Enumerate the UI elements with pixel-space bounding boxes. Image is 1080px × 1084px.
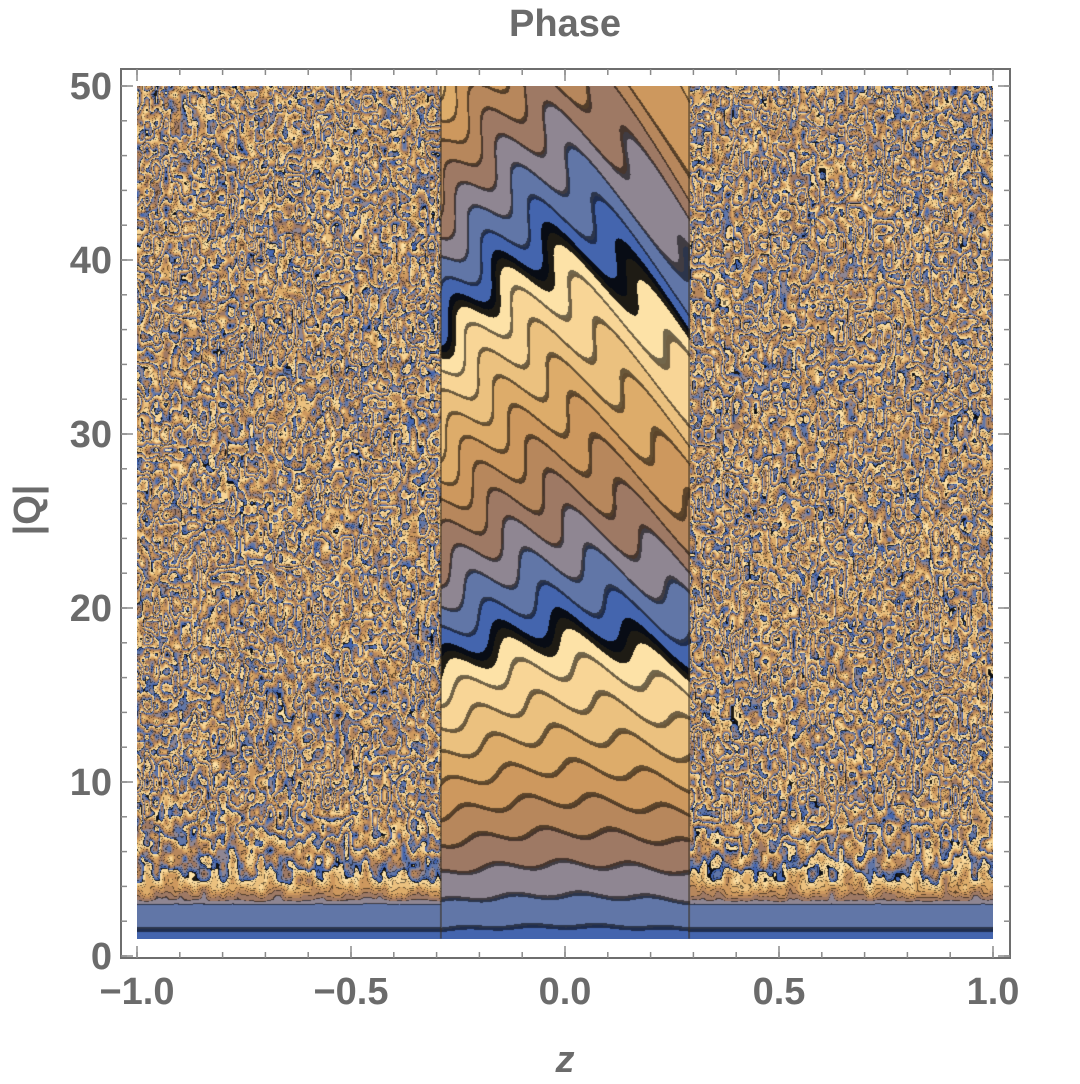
x-axis-label: z bbox=[555, 1039, 575, 1081]
chart-title: Phase bbox=[509, 3, 621, 45]
y-axis-label: |Q| bbox=[7, 485, 49, 536]
x-tick-label: 1.0 bbox=[967, 971, 1020, 1013]
y-tick-label: 20 bbox=[70, 588, 112, 630]
x-tick-label: −1.0 bbox=[99, 971, 174, 1013]
y-tick-label: 40 bbox=[70, 240, 112, 282]
x-tick-label: −0.5 bbox=[313, 971, 388, 1013]
y-axis: 0 10 20 30 40 50 bbox=[70, 66, 1010, 978]
y-tick-label: 0 bbox=[91, 936, 112, 978]
contour-plot-area bbox=[137, 86, 993, 939]
x-axis: −1.0 −0.5 0.0 0.5 1.0 bbox=[99, 69, 1019, 1013]
x-tick-label: 0.5 bbox=[753, 971, 806, 1013]
contour-lines bbox=[439, 86, 691, 939]
y-tick-label: 30 bbox=[70, 414, 112, 456]
y-tick-label: 50 bbox=[70, 66, 112, 108]
y-tick-label: 10 bbox=[70, 762, 112, 804]
phase-contour-fill bbox=[137, 86, 993, 939]
x-tick-label: 0.0 bbox=[539, 971, 592, 1013]
